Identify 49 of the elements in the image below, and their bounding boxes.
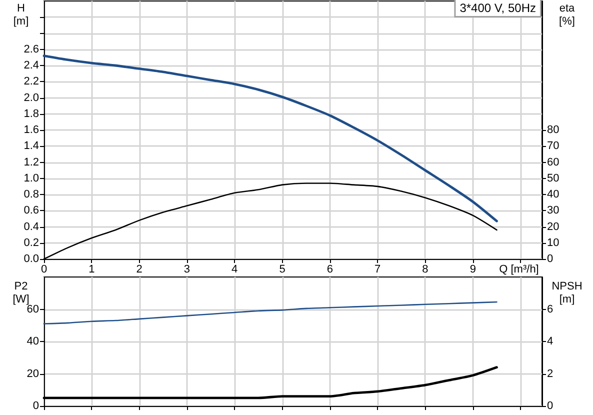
y-tick-label: 2.0 — [24, 92, 39, 104]
y2-tick-label: 10 — [547, 236, 560, 249]
y2-axis-title: eta [%] — [559, 2, 576, 28]
y2-tick-label: 80 — [547, 124, 560, 136]
y-tick-label: 20 — [26, 368, 39, 380]
y-tick-label: 0.2 — [24, 236, 39, 249]
annotation: 3*400 V, 50Hz — [460, 1, 536, 15]
y2-tick-label: 30 — [547, 204, 560, 217]
x-tick-label: 9 — [470, 264, 476, 276]
x-tick-label: 3 — [184, 264, 190, 276]
line-series — [43, 301, 498, 324]
y2-tick-label: 4 — [547, 336, 554, 348]
y2-tick-label: 40 — [547, 188, 560, 200]
x-tick-label: 8 — [422, 264, 428, 276]
y2-tick-label: 0 — [547, 253, 554, 265]
y2-tick-label: 6 — [547, 303, 554, 316]
x-tick-label: 7 — [374, 264, 381, 276]
y-tick-label: 40 — [26, 336, 39, 348]
y2-axis-title: NPSH [m] — [552, 280, 582, 306]
y2-tick-label: 0 — [547, 400, 554, 412]
x-tick-label: 2 — [136, 264, 142, 276]
line-series — [42, 54, 498, 222]
y-tick-label: 1.8 — [24, 108, 39, 120]
y-tick-label: 2.6 — [24, 43, 39, 56]
y-tick-label: 0.8 — [24, 188, 39, 200]
x-tick-label: 6 — [326, 264, 333, 276]
y2-tick-label: 60 — [547, 156, 560, 168]
y2-tick-label: 20 — [547, 220, 560, 233]
x-tick-label: 1 — [88, 264, 95, 276]
y-tick-label: 1.6 — [24, 124, 39, 136]
y-tick-label: 1.4 — [24, 140, 39, 152]
y-tick-label: 0.6 — [24, 204, 39, 217]
y-tick-label: 1.0 — [24, 172, 39, 184]
x-axis-title: Q [m³/h] — [499, 264, 539, 276]
y-tick-label: 0.4 — [24, 220, 39, 233]
y-tick-label: 1.2 — [24, 156, 39, 168]
y-tick-label: 2.2 — [24, 76, 39, 88]
x-tick-label: 4 — [232, 264, 238, 276]
y2-tick-label: 70 — [547, 140, 560, 152]
x-tick-label: 0 — [40, 264, 48, 276]
y-axis-title: H [m] — [13, 2, 29, 28]
y-tick-label: 2.4 — [24, 60, 39, 72]
y-axis-title: P2 [W] — [12, 280, 30, 306]
y2-tick-label: 2 — [547, 368, 554, 380]
y-tick-label: 60 — [26, 303, 39, 316]
y-tick-label: 0.0 — [24, 253, 39, 265]
y2-tick-label: 50 — [547, 172, 560, 184]
x-tick-label: 5 — [279, 264, 286, 276]
y-tick-label: 0 — [32, 400, 39, 412]
